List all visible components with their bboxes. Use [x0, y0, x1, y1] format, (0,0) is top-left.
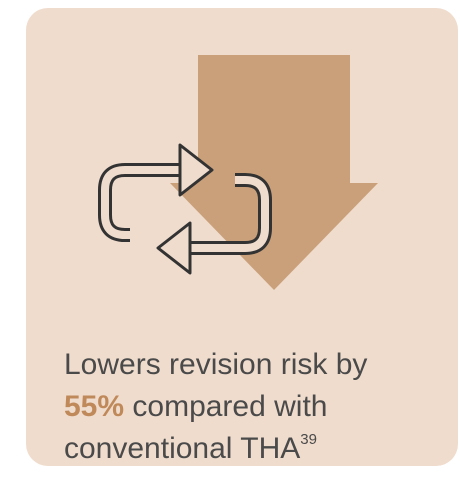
down-arrow: [170, 55, 378, 290]
card: Lowers revision risk by 55% compared wit…: [26, 8, 458, 466]
claim-text: Lowers revision risk by 55% compared wit…: [64, 344, 424, 470]
cycle-icon: [98, 143, 272, 275]
footnote: 39: [300, 431, 317, 448]
highlight: 55%: [64, 390, 125, 423]
illustration: [98, 55, 378, 290]
text-before: Lowers revision risk by: [64, 348, 368, 381]
text-after: compared with conventional THA: [64, 390, 328, 465]
